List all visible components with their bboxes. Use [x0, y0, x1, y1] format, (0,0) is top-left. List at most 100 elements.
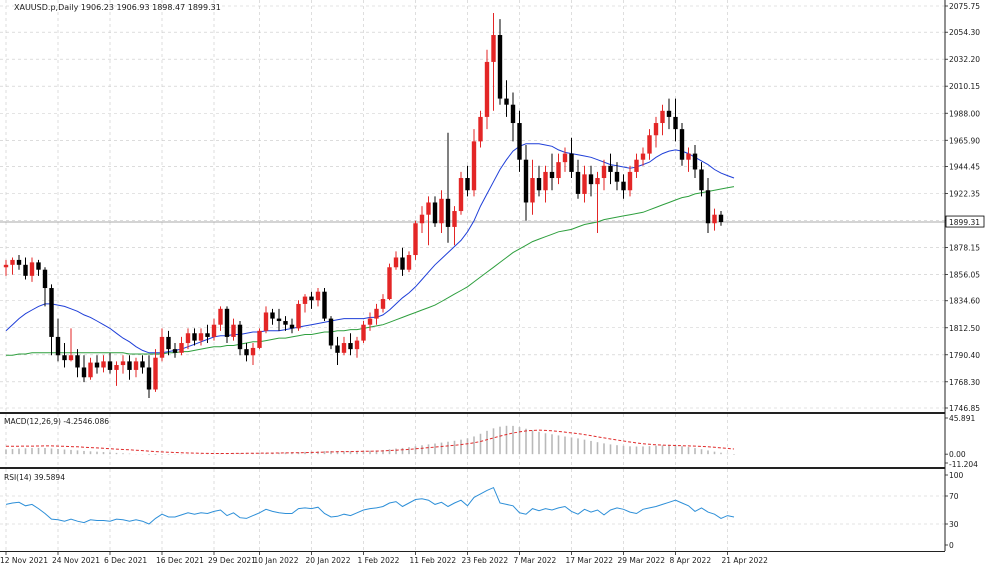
candle-body: [653, 123, 659, 136]
candle-body: [556, 162, 561, 179]
price-tick-label: 1790.40: [949, 351, 980, 360]
candle-body: [23, 264, 28, 276]
candle-body: [478, 116, 483, 142]
candle-body: [497, 35, 503, 99]
candle-body: [413, 223, 418, 256]
candle-body: [309, 296, 314, 301]
price-tick-label: 1746.85: [949, 404, 980, 413]
date-tick-label: 12 Nov 2021: [0, 556, 48, 565]
candle-body: [699, 169, 704, 191]
candle-body: [75, 355, 80, 368]
price-tick-label: 1856.05: [949, 271, 980, 280]
date-tick-label: 7 Mar 2022: [514, 556, 557, 565]
candle-body: [504, 98, 509, 105]
price-tick-label: 1812.50: [949, 324, 980, 333]
candle-body: [419, 214, 425, 224]
candle-body: [640, 153, 646, 160]
candle-body: [94, 362, 100, 368]
candle-body: [257, 330, 262, 348]
candle-body: [380, 299, 386, 309]
candle-body: [328, 318, 334, 346]
date-tick-label: 21 Apr 2022: [722, 556, 769, 565]
candle-body: [335, 345, 340, 353]
candle-body: [679, 129, 685, 160]
candle-body: [289, 324, 295, 329]
candle-body: [29, 262, 35, 276]
date-tick-label: 6 Dec 2021: [104, 556, 147, 565]
candle-body: [582, 174, 587, 194]
price-tick-label: 2054.30: [949, 28, 980, 37]
date-tick-label: 16 Dec 2021: [156, 556, 204, 565]
price-tick-label: 1965.90: [949, 136, 980, 145]
candle-body: [88, 362, 93, 378]
candle-body: [543, 171, 548, 191]
price-tick-label: 2010.15: [949, 82, 980, 91]
candle-body: [374, 308, 379, 319]
candle-body: [517, 123, 522, 160]
candle-body: [406, 255, 412, 270]
candle-body: [302, 296, 308, 304]
candle-body: [159, 336, 165, 358]
candle-body: [666, 110, 672, 117]
rsi-tick-label: 100: [949, 471, 964, 480]
date-tick-label: 17 Mar 2022: [566, 556, 614, 565]
candle-body: [114, 365, 119, 370]
price-tick-label: 1878.15: [949, 244, 980, 253]
candle-body: [205, 333, 210, 337]
candle-body: [575, 171, 581, 194]
candle-body: [263, 312, 269, 331]
candle-body: [393, 257, 399, 268]
candle-body: [36, 262, 41, 270]
candle-body: [185, 333, 191, 344]
candle-body: [218, 308, 223, 325]
candle-body: [354, 340, 360, 350]
candle-body: [491, 35, 496, 62]
candle-body: [439, 198, 444, 224]
candle-body: [244, 349, 249, 356]
candle-body: [101, 361, 106, 368]
current-price-label: 1899.31: [949, 218, 980, 227]
candle-body: [705, 190, 711, 224]
candle-body: [172, 349, 178, 353]
rsi-tick-label: 30: [949, 520, 959, 529]
candle-body: [549, 171, 555, 179]
macd-tick-label: 0.00: [949, 450, 966, 459]
rsi-tick-label: 70: [949, 492, 959, 501]
date-tick-label: 23 Feb 2022: [462, 556, 509, 565]
date-tick-label: 8 Apr 2022: [670, 556, 712, 565]
date-tick-label: 1 Feb 2022: [358, 556, 400, 565]
candle-body: [231, 324, 236, 337]
candle-body: [692, 153, 698, 170]
candle-body: [179, 343, 184, 353]
symbol-header: XAUUSD.p,Daily 1906.23 1906.93 1898.47 1…: [14, 3, 221, 12]
candle-body: [595, 178, 600, 185]
macd-label: MACD(12,26,9) -4.2546.086: [4, 417, 109, 426]
candle-body: [140, 361, 145, 368]
candle-body: [686, 153, 691, 160]
candle-body: [465, 178, 470, 191]
grid-layer: [0, 0, 945, 551]
current-price-box: [945, 215, 985, 228]
macd-signal-line: [6, 429, 735, 454]
candle-body: [120, 361, 126, 366]
candle-body: [211, 324, 217, 337]
date-tick-label: 10 Jan 2022: [254, 556, 299, 565]
rsi-tick-label: 0: [949, 541, 954, 550]
macd-panel: [5, 425, 735, 455]
candle-body: [387, 267, 392, 300]
price-tick-label: 1922.35: [949, 189, 980, 198]
date-tick-label: 20 Jan 2022: [306, 556, 351, 565]
candle-body: [614, 171, 620, 182]
price-tick-label: 2075.75: [949, 2, 980, 11]
candle-body: [588, 174, 594, 185]
candle-body: [315, 291, 321, 301]
candle-body: [107, 361, 113, 370]
candle-body: [16, 259, 22, 265]
candle-body: [127, 361, 132, 370]
candle-body: [296, 303, 301, 329]
price-tick-label: 1834.60: [949, 297, 980, 306]
candle-body: [432, 202, 438, 224]
candle-body: [198, 333, 204, 341]
rsi-panel: [0, 486, 945, 525]
candle-body: [562, 153, 568, 163]
